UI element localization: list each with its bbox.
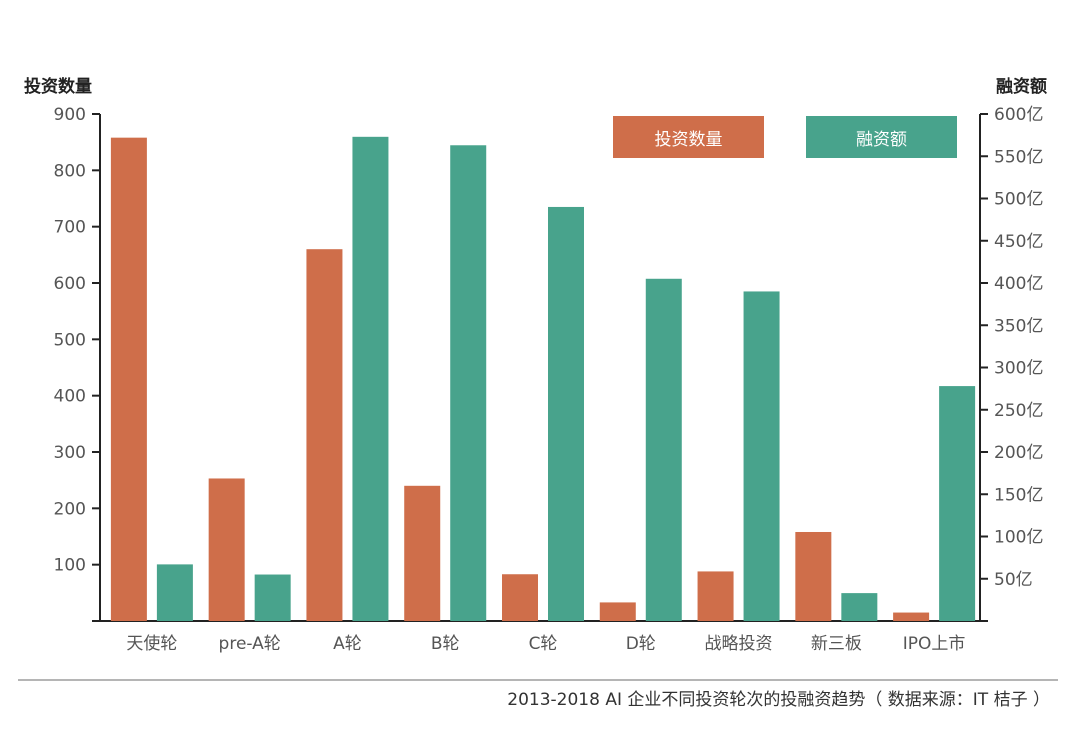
x-axis-category-label: pre-A轮 xyxy=(219,634,281,654)
bar-financing-amount xyxy=(743,291,780,621)
left-axis-tick-label: 800 xyxy=(54,161,86,181)
x-axis-category-label: A轮 xyxy=(333,634,362,654)
legend-item-investment-count: 投资数量 xyxy=(613,116,764,158)
left-axis-title: 投资数量 xyxy=(24,77,92,97)
right-axis-tick-label: 550亿 xyxy=(994,147,1043,167)
bar-investment-count xyxy=(404,485,441,621)
right-axis-tick-label: 350亿 xyxy=(994,316,1043,336)
bar-investment-count xyxy=(697,571,734,621)
x-axis-category-label: D轮 xyxy=(626,634,656,654)
bar-investment-count xyxy=(893,612,930,621)
left-axis-tick-label: 400 xyxy=(54,387,86,407)
caption-divider xyxy=(18,679,1058,681)
right-axis-tick-label: 300亿 xyxy=(994,359,1043,379)
right-axis-title: 融资额 xyxy=(996,77,1047,97)
x-axis-category-label: IPO上市 xyxy=(903,634,966,654)
x-axis-category-label: C轮 xyxy=(529,634,558,654)
left-axis-tick-label: 200 xyxy=(54,499,86,519)
bar-investment-count xyxy=(599,602,636,621)
x-axis-category-label: 战略投资 xyxy=(705,634,773,654)
right-axis-tick-label: 150亿 xyxy=(994,485,1043,505)
left-axis-tick-label: 100 xyxy=(54,556,86,576)
left-axis-tick-label: 300 xyxy=(54,443,86,463)
bar-financing-amount xyxy=(548,206,584,621)
right-axis-tick-label: 250亿 xyxy=(994,401,1043,421)
left-axis-tick-label: 900 xyxy=(54,105,86,125)
bar-financing-amount xyxy=(352,136,389,621)
bar-financing-amount xyxy=(841,593,878,621)
bar-investment-count xyxy=(795,531,832,621)
chart-caption: 2013-2018 AI 企业不同投资轮次的投融资趋势（ 数据来源：IT 桔子 … xyxy=(507,690,1050,710)
right-axis-tick-label: 200亿 xyxy=(994,443,1043,463)
right-axis-tick-label: 600亿 xyxy=(994,105,1043,125)
bar-financing-amount xyxy=(156,564,193,621)
bar-investment-count xyxy=(110,137,147,621)
bar-financing-amount xyxy=(254,574,291,621)
left-axis-tick-label: 700 xyxy=(54,218,86,238)
right-axis-tick-label: 450亿 xyxy=(994,232,1043,252)
bar-financing-amount xyxy=(645,278,682,621)
right-axis-tick-label: 100亿 xyxy=(994,528,1043,548)
right-axis-tick-label: 50亿 xyxy=(994,570,1033,590)
x-axis-category-label: 天使轮 xyxy=(126,633,177,654)
legend-item-financing-amount: 融资额 xyxy=(806,116,957,158)
bar-investment-count xyxy=(502,574,538,621)
bar-financing-amount xyxy=(450,145,487,621)
bar-investment-count xyxy=(306,249,343,621)
left-axis-tick-label: 500 xyxy=(54,330,86,350)
bar-investment-count xyxy=(208,478,245,621)
right-axis-tick-label: 500亿 xyxy=(994,190,1043,210)
bar-financing-amount xyxy=(939,386,976,621)
right-axis-tick-label: 400亿 xyxy=(994,274,1043,294)
x-axis-category-label: 新三板 xyxy=(811,634,862,654)
x-axis-category-label: B轮 xyxy=(431,634,460,654)
left-axis-tick-label: 600 xyxy=(54,274,86,294)
